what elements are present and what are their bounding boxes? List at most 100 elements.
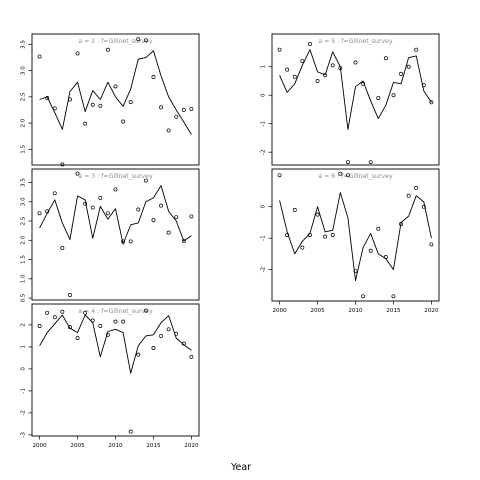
observed-point xyxy=(83,310,88,315)
observed-point xyxy=(52,106,57,111)
observed-point xyxy=(292,74,297,79)
observed-point xyxy=(98,103,103,108)
y-tick-label: 3.0 xyxy=(21,66,27,75)
observed-point xyxy=(414,185,419,190)
y-tick-label: 1 xyxy=(261,65,267,69)
observed-point xyxy=(330,63,335,68)
observed-point xyxy=(300,245,305,250)
y-tick-label: 0 xyxy=(261,93,267,97)
observed-point xyxy=(143,308,148,313)
observed-point xyxy=(315,212,320,217)
observed-point xyxy=(383,255,388,259)
observed-point xyxy=(181,108,186,112)
observed-point xyxy=(406,193,411,198)
y-tick-label: 0 xyxy=(21,367,27,371)
y-tick-label: 2.0 xyxy=(21,118,27,127)
observed-point xyxy=(429,100,434,105)
observed-point xyxy=(174,215,179,220)
observed-point xyxy=(37,324,42,328)
y-tick-label: -2 xyxy=(261,149,267,155)
observed-point xyxy=(98,195,103,200)
panel-label: a = 4 : f=Gillnet_survey xyxy=(78,308,153,315)
observed-point xyxy=(45,310,50,315)
panel-label: a = 5 : f=Gillnet_survey xyxy=(318,38,393,45)
y-tick-label: -2 xyxy=(21,410,27,416)
observed-point xyxy=(151,346,156,350)
y-tick-label: 3.5 xyxy=(21,40,27,49)
observed-point xyxy=(292,207,297,212)
observed-point xyxy=(45,95,50,100)
observed-point xyxy=(399,222,403,226)
panel-label: a = 2 : f=Gillnet_survey xyxy=(78,38,153,45)
observed-point xyxy=(166,230,171,235)
observed-point xyxy=(83,201,88,206)
panel-frame xyxy=(31,303,200,437)
x-axis-label: Year xyxy=(230,462,251,473)
observed-point xyxy=(353,60,358,65)
x-tick-label: 2005 xyxy=(310,308,325,314)
fitted-line xyxy=(39,185,192,245)
y-tick-label: 2.5 xyxy=(21,92,27,101)
observed-point xyxy=(414,47,419,52)
fitted-line xyxy=(39,50,192,135)
observed-point xyxy=(128,239,133,244)
x-tick-label: 2000 xyxy=(272,308,287,314)
observed-point xyxy=(308,233,312,237)
observed-point xyxy=(75,51,80,56)
observed-point xyxy=(285,233,290,237)
observed-point xyxy=(361,81,366,86)
observed-point xyxy=(37,211,42,216)
observed-point xyxy=(323,234,328,239)
observed-point xyxy=(174,114,179,119)
y-tick-label: -1 xyxy=(261,120,267,126)
observed-point xyxy=(406,64,411,69)
y-tick-label: 2.5 xyxy=(21,216,27,225)
y-tick-label: -2 xyxy=(261,267,267,273)
observed-point xyxy=(105,332,110,337)
y-tick-label: 1 xyxy=(21,345,27,349)
observed-point xyxy=(90,102,95,107)
panel-label: a = 6 : f=Gillnet_survey xyxy=(318,173,393,180)
observed-point xyxy=(368,248,373,253)
panel-frame xyxy=(271,33,440,166)
y-tick-label: -3 xyxy=(21,432,27,438)
observed-point xyxy=(345,160,350,165)
observed-point xyxy=(105,47,110,52)
fitted-line xyxy=(39,314,192,374)
panel-4: a = 5 : f=Gillnet_survey -2 -1 0 1 xyxy=(261,33,440,166)
observed-point xyxy=(75,171,80,176)
observed-point xyxy=(60,162,65,167)
observed-point xyxy=(166,128,171,133)
observed-point xyxy=(323,73,328,78)
observed-point xyxy=(136,37,141,42)
observed-point xyxy=(90,318,95,323)
observed-point xyxy=(136,207,141,212)
observed-point xyxy=(189,354,194,359)
x-tick-label: 2015 xyxy=(146,443,161,449)
observed-point xyxy=(98,324,103,328)
observed-point xyxy=(143,178,148,183)
y-tick-label: 1.0 xyxy=(21,274,27,283)
observed-point xyxy=(277,173,282,178)
panel-2: a = 3 : f=Gillnet_survey 0.5 1.0 1.5 2.0 2.5 3… xyxy=(21,168,200,303)
y-tick-label: 2 xyxy=(21,323,27,327)
observed-point xyxy=(345,173,350,178)
observed-point xyxy=(68,293,72,297)
observed-point xyxy=(60,309,65,314)
observed-point xyxy=(151,75,156,79)
observed-point xyxy=(338,66,343,71)
observed-point xyxy=(189,106,194,111)
panel-5: a = 6 : f=Gillnet_survey -2 -1 0 2000 2005 201… xyxy=(261,168,440,314)
observed-point xyxy=(181,341,186,346)
observed-point xyxy=(308,42,312,46)
observed-point xyxy=(159,203,163,208)
observed-point xyxy=(391,93,396,98)
observed-point xyxy=(181,239,186,243)
observed-point xyxy=(174,331,179,336)
x-tick-label: 2010 xyxy=(348,308,363,314)
observed-point xyxy=(391,294,396,299)
observed-point xyxy=(113,187,118,192)
panel-frame xyxy=(31,168,200,301)
observed-point xyxy=(361,294,366,299)
